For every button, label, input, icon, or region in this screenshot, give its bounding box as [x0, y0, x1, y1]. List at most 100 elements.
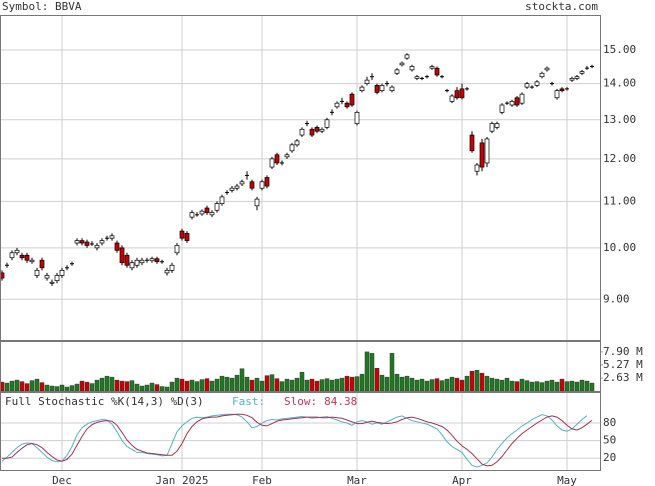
candle-body	[39, 259, 45, 269]
volume-bar	[99, 377, 105, 392]
fast-name: Fast:	[232, 395, 265, 408]
volume-bar	[264, 375, 270, 392]
volume-bar	[269, 374, 275, 392]
volume-bar	[189, 379, 195, 392]
volume-bar	[64, 386, 70, 392]
candle-body	[359, 86, 365, 91]
candle-body	[214, 203, 220, 211]
candle-body	[554, 90, 560, 99]
volume-bar	[199, 379, 205, 392]
volume-bar	[484, 375, 490, 392]
volume-bar	[509, 380, 515, 392]
candle-body	[9, 252, 15, 259]
candle-body	[234, 185, 240, 189]
volume-bar	[424, 380, 430, 392]
candle-body	[174, 245, 180, 254]
candle-body	[259, 181, 265, 189]
volume-bar	[229, 377, 235, 392]
volume-bar	[554, 381, 560, 392]
volume-bar	[274, 378, 280, 392]
volume-bar	[39, 382, 45, 392]
volume-bar	[24, 383, 30, 392]
volume-bar	[534, 381, 540, 392]
candle-body	[179, 230, 185, 239]
stoch-tick-label: 80	[603, 416, 616, 429]
candle-body	[99, 240, 105, 244]
volume-bar	[239, 368, 245, 392]
candle-body	[44, 275, 50, 279]
stochastic-title: Full Stochastic %K(14,3) %D(3)	[5, 395, 204, 408]
candle-body	[484, 138, 490, 164]
volume-bar	[384, 376, 390, 392]
volume-bar	[564, 381, 570, 392]
volume-bar	[314, 380, 320, 392]
candle-body	[119, 247, 125, 264]
volume-bar	[404, 375, 410, 392]
volume-bar	[84, 381, 90, 392]
volume-bar	[59, 384, 65, 392]
site: stockta.com	[525, 0, 598, 13]
candle-body	[209, 212, 215, 216]
volume-bar	[159, 386, 165, 392]
volume-bar	[389, 353, 395, 392]
candle-body	[489, 123, 495, 132]
volume-tick-label: 7.90 M	[603, 345, 643, 358]
candle-body	[344, 102, 350, 108]
candle-body	[459, 88, 465, 99]
volume-bar	[454, 377, 460, 392]
candle-body	[59, 269, 65, 276]
candle-body	[24, 254, 30, 261]
volume-bar	[439, 380, 445, 392]
volume-bar	[444, 378, 450, 392]
x-tick-label: Dec	[52, 474, 72, 486]
x-tick-label: Jan 2025	[156, 474, 209, 486]
candle-body	[49, 281, 55, 284]
volume-bar	[139, 385, 145, 392]
volume-bar	[479, 372, 485, 392]
volume-bar	[19, 381, 25, 392]
candle-body	[519, 93, 525, 104]
candle-body	[84, 241, 90, 246]
volume-bar	[349, 376, 355, 392]
candle-body	[534, 81, 540, 86]
candle-body	[394, 69, 400, 74]
volume-bar	[44, 384, 50, 392]
stoch-line	[1, 413, 588, 468]
candle-body	[164, 269, 170, 274]
volume-bar	[494, 378, 500, 392]
candle-body	[499, 104, 505, 113]
candle-body	[74, 240, 80, 244]
volume-bar	[154, 384, 160, 392]
price-tick-label: 13.00	[603, 113, 636, 126]
candle-body	[34, 269, 40, 276]
candle-body	[349, 93, 355, 106]
volume-bar	[129, 380, 135, 392]
volume-bar	[234, 374, 240, 392]
volume-bar	[79, 380, 85, 392]
candle-body	[19, 254, 25, 259]
volume-bar	[54, 386, 60, 392]
volume-bar	[294, 377, 300, 392]
volume-bar	[49, 385, 55, 392]
candle-body	[319, 128, 325, 132]
volume-bar	[104, 375, 110, 392]
volume-bar	[109, 376, 115, 392]
volume-bar	[134, 383, 140, 392]
volume-bar	[524, 380, 530, 392]
volume-bar	[284, 378, 290, 392]
volume-tick-label: 5.27 M	[603, 358, 643, 371]
candle-body	[569, 78, 575, 81]
candle-body	[109, 235, 115, 239]
candle-body	[114, 242, 120, 251]
candle-body	[454, 90, 460, 99]
candle-body	[334, 102, 340, 108]
candle-body	[509, 101, 515, 106]
volume-bar	[29, 380, 35, 392]
candle-body	[184, 233, 190, 241]
volume-bar	[4, 382, 10, 392]
candle-body	[264, 177, 270, 187]
volume-bar	[299, 371, 305, 392]
price-frame	[0, 15, 601, 341]
volume-bar	[414, 379, 420, 392]
candle-body	[314, 127, 320, 132]
